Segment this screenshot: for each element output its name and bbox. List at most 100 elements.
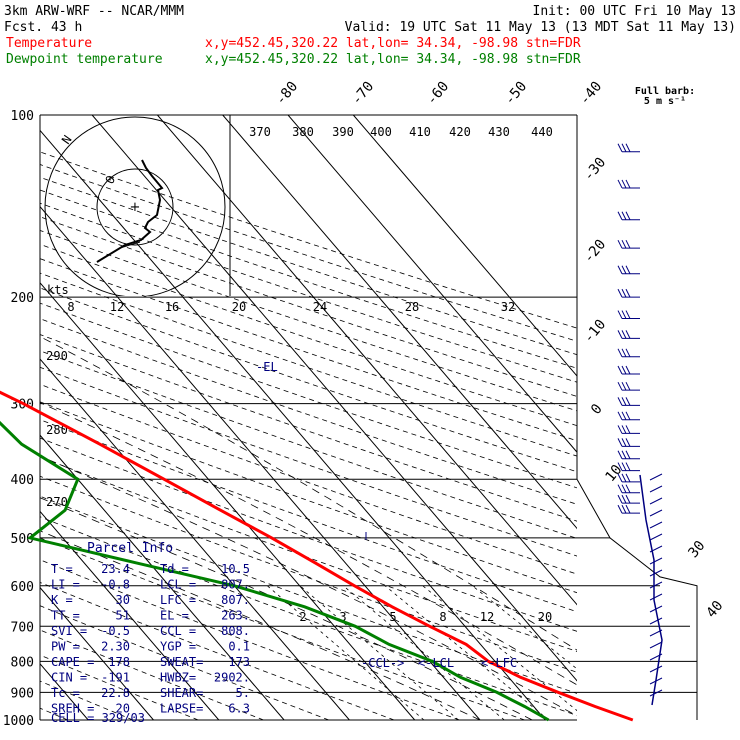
- isotherm-label: -20: [581, 237, 610, 267]
- barb-legend-title: Full barb:: [635, 86, 695, 97]
- parcel-row-cell: Td =: [160, 562, 189, 576]
- parcel-row-cell: 20: [116, 702, 130, 716]
- pressure-tick-label: 600: [11, 580, 34, 595]
- parcel-row-cell: LAPSE=: [160, 702, 203, 716]
- mixing-ratio-label: 3: [339, 610, 346, 624]
- ccl-annotation: -CCL->: [361, 656, 404, 670]
- hodograph: + 0 N kts: [44, 115, 231, 297]
- parcel-row-cell: LI =: [51, 578, 80, 592]
- isotherm-label: -80: [273, 79, 302, 109]
- parcel-row-cell: EL =: [160, 609, 189, 623]
- hodograph-ring-inner: [96, 168, 174, 246]
- theta-label: 430: [488, 125, 510, 139]
- parcel-row-cell: 2902.: [214, 671, 250, 685]
- hodograph-speed-label: 32: [501, 300, 515, 314]
- theta-label: 410: [409, 125, 431, 139]
- theta-label: 390: [332, 125, 354, 139]
- parcel-row-cell: 23.4: [101, 562, 130, 576]
- parcel-row-cell: K =: [51, 593, 73, 607]
- parcel-row-cell: HWBZ=: [160, 671, 196, 685]
- parcel-row-cell: 178: [108, 655, 130, 669]
- parcel-row-cell: 173: [228, 655, 250, 669]
- lcl-annotation: <-LCL: [418, 656, 454, 670]
- mixing-ratio-label: 12: [480, 610, 494, 624]
- theta-label: 400: [370, 125, 392, 139]
- barb-legend-units: 5 m s⁻¹: [644, 96, 686, 107]
- mixing-ratio-label: 8: [439, 610, 446, 624]
- parcel-row-cell: 263.: [221, 609, 250, 623]
- parcel-row-cell: -191: [101, 671, 130, 685]
- isotherm-label: -40: [577, 79, 606, 109]
- parcel-row-cell: 6.3: [228, 702, 250, 716]
- pressure-tick-label: 400: [11, 473, 34, 488]
- forecast-hour: Fcst. 43 h: [4, 20, 82, 35]
- isotherm-label: -10: [581, 317, 610, 347]
- parcel-row-cell: 807.: [221, 593, 250, 607]
- series-temperature-line: [0, 390, 634, 722]
- parcel-cell: CELL = 329/03: [51, 711, 145, 725]
- temperature-legend-label: Temperature: [6, 36, 92, 51]
- parcel-row-cell: CIN =: [51, 671, 87, 685]
- init-time: Init: 00 UTC Fri 10 May 13: [533, 4, 737, 19]
- pressure-tick-label: 1000: [3, 714, 34, 729]
- parcel-row-cell: 2.30: [101, 640, 130, 654]
- parcel-row-cell: Tc =: [51, 686, 80, 700]
- hodograph-ring-outer: [44, 116, 226, 296]
- theta-label: 380: [292, 125, 314, 139]
- parcel-info-box: Parcel Info T = 23.4 Td = 10.5 LI = -0.8 LCL =…: [51, 541, 250, 725]
- isotherm-label: -30: [581, 155, 610, 185]
- parcel-row-cell: LFC =: [160, 593, 196, 607]
- parcel-row-cell: CAPE =: [51, 655, 94, 669]
- hodograph-speed-label: 28: [405, 300, 419, 314]
- parcel-row-cell: 30: [116, 593, 130, 607]
- parcel-row-cell: 22.8: [101, 686, 130, 700]
- parcel-row-cell: -0.5: [101, 624, 130, 638]
- theta-label: 370: [249, 125, 271, 139]
- isotherm-label: -50: [502, 79, 531, 109]
- hodograph-ring-label-outer: N: [59, 133, 75, 147]
- dry-adiabat-label: 280: [46, 423, 68, 437]
- parcel-row-cell: SVI =: [51, 624, 87, 638]
- hodograph-speed-label: 8: [67, 300, 74, 314]
- mixing-ratio-label: 20: [538, 610, 552, 624]
- background-grid: [40, 115, 577, 720]
- model-title: 3km ARW-WRF -- NCAR/MMM: [4, 4, 184, 19]
- pressure-tick-label: 200: [11, 291, 34, 306]
- theta-label: 420: [449, 125, 471, 139]
- extended-grid: [39, 115, 698, 720]
- hodograph-origin: +: [130, 200, 141, 215]
- isotherm-label: -60: [424, 79, 453, 109]
- parcel-row-cell: 51: [116, 609, 130, 623]
- isotherm-label: 40: [703, 598, 726, 621]
- mixing-ratio-label: 5: [389, 610, 396, 624]
- pressure-tick-label: 900: [11, 686, 34, 701]
- pressure-tick-label: 700: [11, 620, 34, 635]
- wind-barbs: [617, 143, 663, 706]
- parcel-row-cell: 807.: [221, 578, 250, 592]
- temperature-location: x,y=452.45,320.22 lat,lon= 34.34, -98.98…: [205, 36, 581, 51]
- dewpoint-legend-label: Dewpoint temperature: [6, 52, 163, 67]
- parcel-row-cell: SWEAT=: [160, 655, 203, 669]
- parcel-row-cell: PW =: [51, 640, 80, 654]
- series-dewpoint-line: [0, 420, 550, 722]
- parcel-row-cell: CCL =: [160, 624, 196, 638]
- hodograph-units: kts: [47, 283, 69, 297]
- pressure-tick-label: 800: [11, 655, 34, 670]
- parcel-row-cell: 5.: [236, 686, 250, 700]
- dewpoint-location: x,y=452.45,320.22 lat,lon= 34.34, -98.98…: [205, 52, 581, 67]
- mixing-ratio-label: 2: [299, 610, 306, 624]
- dry-adiabat-label: 290: [46, 349, 68, 363]
- isotherm-label: 30: [685, 538, 708, 561]
- parcel-info-title: Parcel Info: [87, 541, 173, 556]
- parcel-row-cell: LCL =: [160, 578, 196, 592]
- isotherm-label: 0: [588, 401, 606, 418]
- parcel-row-cell: -0.8: [101, 578, 130, 592]
- parcel-row-cell: 808.: [221, 624, 250, 638]
- hodograph-trace: [96, 159, 164, 263]
- el-annotation: -EL: [256, 360, 278, 374]
- parcel-row-cell: 0.1: [228, 640, 250, 654]
- parcel-row-cell: SREH =: [51, 702, 94, 716]
- parcel-row-cell: SHEAR=: [160, 686, 203, 700]
